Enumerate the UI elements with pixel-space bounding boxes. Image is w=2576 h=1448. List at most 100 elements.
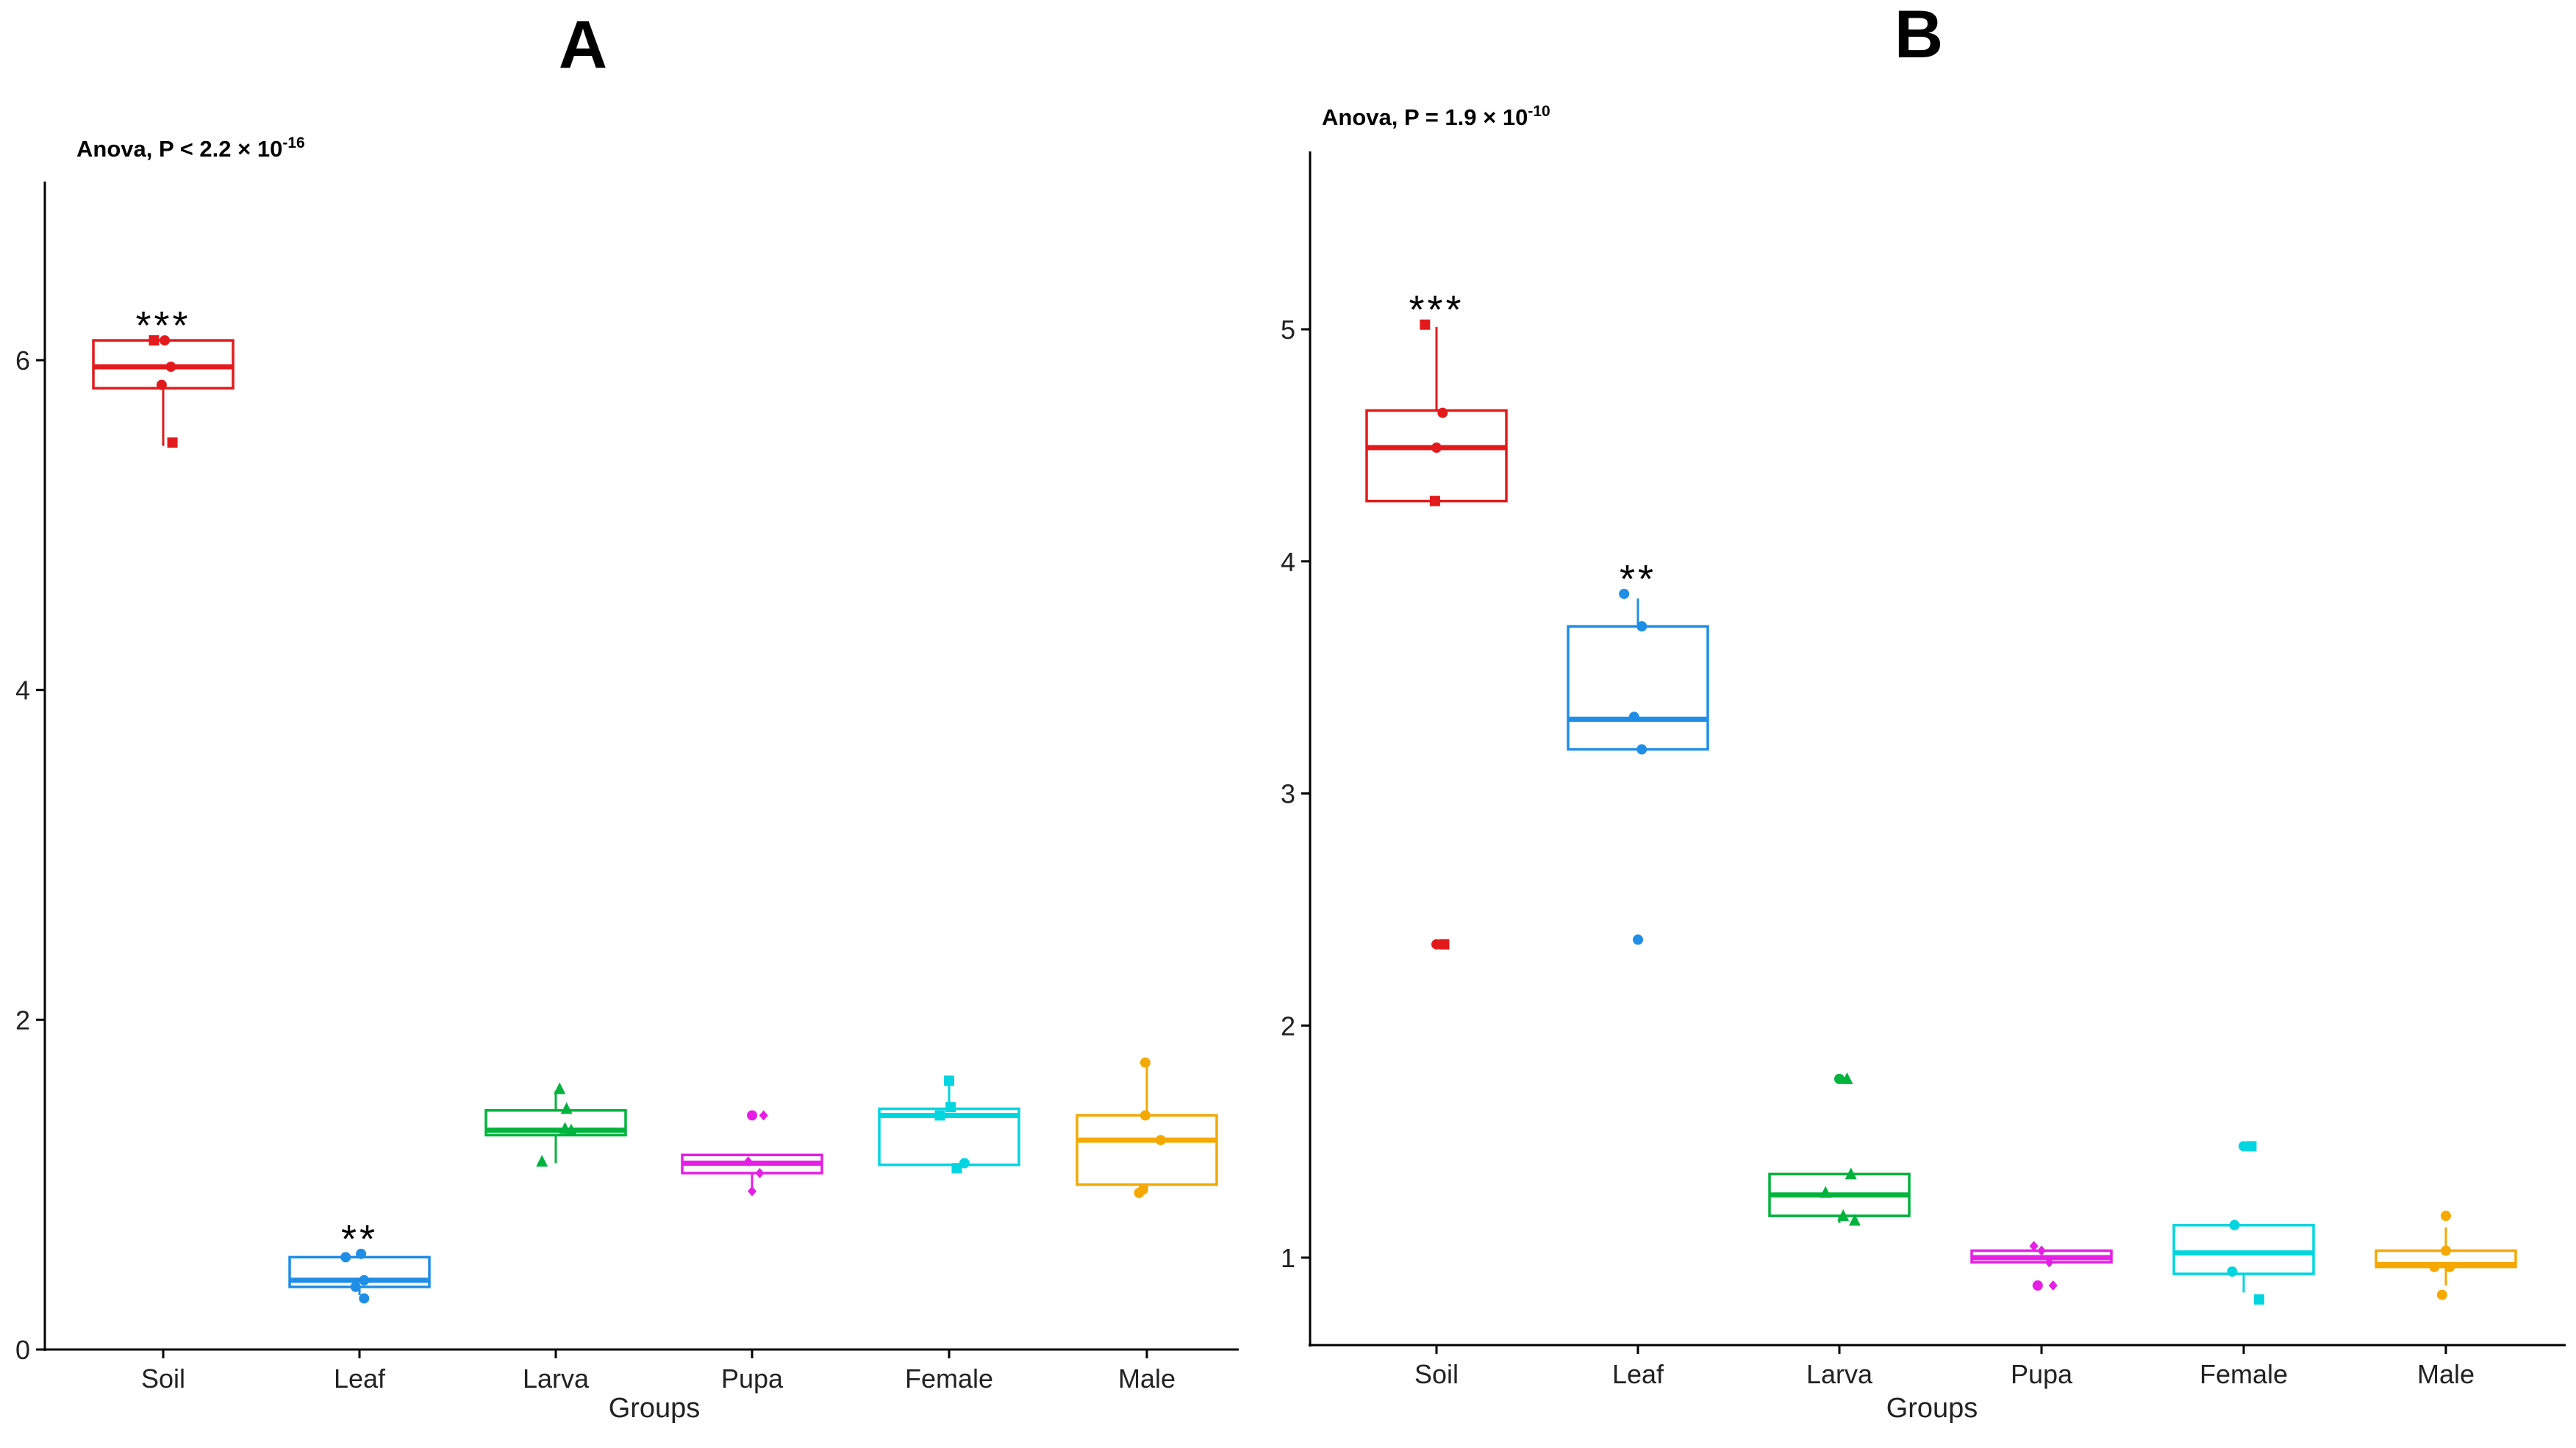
x-tick-label: Larva — [523, 1363, 590, 1394]
panel-b-x-axis-title: Groups — [1886, 1393, 1978, 1424]
significance-marker: ** — [1620, 557, 1656, 601]
data-point — [536, 1155, 548, 1167]
data-point — [1636, 744, 1647, 755]
panel-b-anova-exponent: -10 — [1528, 103, 1550, 120]
data-point — [359, 1293, 370, 1304]
panel-a-y-ticks: 0 2 4 6 — [15, 345, 45, 1365]
y-tick-label: 1 — [1281, 1243, 1295, 1273]
data-point — [2444, 1261, 2455, 1272]
x-tick-label: Female — [2200, 1359, 2288, 1389]
data-point — [1134, 1187, 1145, 1198]
panel-a-x-ticks: Soil Leaf Larva Pupa Female Male — [141, 1350, 1176, 1394]
y-tick-label: 3 — [1281, 779, 1295, 809]
data-point — [340, 1252, 351, 1263]
data-point — [2044, 1257, 2054, 1268]
x-tick-label: Male — [1118, 1363, 1176, 1394]
data-point — [560, 1102, 573, 1114]
data-point — [1834, 1073, 1845, 1084]
panel-b-anova-base: Anova, P = 1.9 × 10 — [1322, 104, 1528, 130]
significance-marker: ** — [341, 1217, 378, 1261]
data-point — [1636, 621, 1647, 632]
iqr-box — [484, 1108, 627, 1137]
box-leaf: ** — [1567, 557, 1709, 945]
data-point — [1431, 442, 1442, 454]
x-tick-label: Pupa — [2011, 1359, 2073, 1389]
box-female — [2172, 1141, 2315, 1305]
x-tick-label: Leaf — [1612, 1359, 1664, 1389]
panel-a-anova: Anova, P < 2.2 × 10-16 — [76, 135, 305, 162]
panel-a-x-axis-title: Groups — [609, 1393, 701, 1424]
data-point — [156, 379, 167, 390]
y-tick-label: 2 — [1281, 1011, 1295, 1041]
data-point — [1845, 1167, 1857, 1180]
y-tick-label: 5 — [1281, 315, 1295, 345]
x-tick-label: Female — [905, 1363, 993, 1394]
panel-a-letter: A — [559, 7, 607, 82]
data-point — [755, 1167, 765, 1178]
box-soil: *** — [92, 304, 235, 448]
box-pupa — [1970, 1241, 2113, 1291]
data-point — [1633, 934, 1643, 945]
data-point — [2037, 1245, 2046, 1256]
data-point — [944, 1075, 954, 1086]
panel-b-x-ticks: Soil Leaf Larva Pupa Female Male — [1414, 1345, 2475, 1389]
data-point — [759, 1110, 768, 1121]
data-point — [2246, 1141, 2257, 1152]
x-tick-label: Pupa — [721, 1363, 784, 1394]
data-point — [1820, 1186, 1832, 1198]
data-point — [1841, 1072, 1853, 1084]
y-tick-label: 4 — [1281, 547, 1295, 577]
iqr-box — [2172, 1224, 2315, 1275]
data-point — [748, 1186, 756, 1197]
iqr-box — [1567, 625, 1709, 751]
panel-a-boxes: ***** — [92, 304, 1218, 1304]
x-tick-label: Larva — [1806, 1359, 1873, 1389]
data-point — [2429, 1261, 2440, 1272]
data-point — [1420, 319, 1431, 330]
data-point — [565, 1123, 577, 1136]
box-soil: *** — [1365, 288, 1508, 950]
y-tick-label: 2 — [15, 1005, 30, 1035]
data-point — [743, 1156, 753, 1167]
data-point — [356, 1248, 367, 1259]
data-point — [2253, 1294, 2264, 1305]
panel-b: B Anova, P = 1.9 × 10-10 1 2 3 4 5 Soil Leaf L… — [1281, 0, 2566, 1424]
iqr-box — [1076, 1114, 1218, 1186]
y-tick-label: 6 — [15, 345, 30, 376]
data-point — [747, 1110, 757, 1121]
panel-a-anova-base: Anova, P < 2.2 × 10 — [76, 136, 282, 162]
panel-a-anova-exponent: -16 — [282, 135, 304, 151]
data-point — [2227, 1266, 2238, 1277]
box-larva — [484, 1082, 627, 1167]
data-point — [2441, 1211, 2451, 1222]
x-tick-label: Leaf — [334, 1363, 386, 1394]
box-male — [1076, 1057, 1218, 1198]
box-female — [878, 1075, 1020, 1174]
y-tick-label: 4 — [15, 675, 30, 706]
panel-a: A Anova, P < 2.2 × 10-16 0 2 4 6 Soil Leaf La… — [15, 7, 1239, 1424]
data-point — [1837, 1209, 1850, 1222]
data-point — [359, 1275, 370, 1286]
x-tick-label: Soil — [1414, 1359, 1459, 1389]
x-tick-label: Male — [2417, 1359, 2475, 1389]
data-point — [2229, 1219, 2240, 1230]
x-tick-label: Soil — [141, 1363, 185, 1394]
data-point — [1439, 939, 1450, 950]
panel-b-y-ticks: 1 2 3 4 5 — [1281, 315, 1310, 1273]
data-point — [1628, 712, 1639, 723]
data-point — [1429, 495, 1440, 506]
data-point — [1155, 1135, 1166, 1146]
panel-b-boxes: ***** — [1365, 288, 2517, 1305]
box-leaf: ** — [288, 1217, 431, 1304]
data-point — [2436, 1289, 2447, 1300]
data-point — [149, 335, 160, 346]
data-point — [1139, 1110, 1151, 1121]
data-point — [951, 1163, 962, 1174]
data-point — [554, 1082, 566, 1094]
panel-b-letter: B — [1895, 0, 1943, 72]
significance-marker: *** — [135, 304, 190, 348]
iqr-box — [1365, 409, 1508, 503]
data-point — [945, 1102, 956, 1113]
data-point — [350, 1281, 361, 1292]
